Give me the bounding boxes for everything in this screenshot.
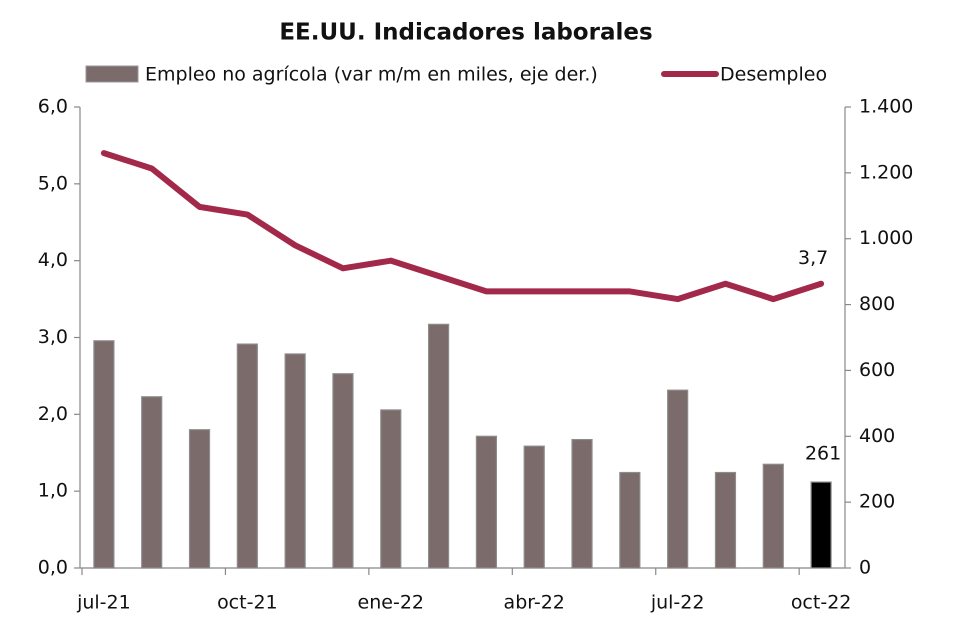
bar xyxy=(188,429,211,569)
legend-label: Desempleo xyxy=(720,64,827,86)
y-tick-label: 0,0 xyxy=(38,557,68,579)
data-label: 261 xyxy=(805,443,841,465)
y2-tick-label: 200 xyxy=(859,491,895,513)
chart-title: EE.UU. Indicadores laborales xyxy=(279,20,652,46)
bar xyxy=(284,353,306,569)
bar xyxy=(93,340,115,569)
x-tick-label: oct-22 xyxy=(791,592,852,614)
y2-tick-label: 400 xyxy=(859,425,895,447)
legend-label: Empleo no agrícola (var m/m en miles, ej… xyxy=(145,64,598,86)
y2-tick-label: 800 xyxy=(859,293,895,315)
y-tick-label: 2,0 xyxy=(38,403,68,425)
y-tick-label: 6,0 xyxy=(38,96,68,118)
x-tick-label: abr-22 xyxy=(504,592,565,614)
bar xyxy=(380,409,402,569)
bar xyxy=(332,373,354,569)
y2-tick-label: 1.000 xyxy=(859,227,913,249)
bar xyxy=(714,471,737,569)
bar xyxy=(667,389,689,569)
y2-tick-label: 1.400 xyxy=(859,96,913,118)
bar xyxy=(810,481,832,569)
bar xyxy=(619,471,641,569)
bar xyxy=(475,435,498,569)
y2-tick-label: 600 xyxy=(859,359,895,381)
y-tick-label: 5,0 xyxy=(38,172,68,194)
x-tick-label: jul-21 xyxy=(76,592,131,614)
y2-tick-label: 1.200 xyxy=(859,161,913,183)
line xyxy=(100,150,825,303)
y-tick-label: 1,0 xyxy=(38,480,68,502)
y-tick-label: 3,0 xyxy=(38,326,68,348)
bar xyxy=(571,438,593,569)
y2-tick-label: 0 xyxy=(859,557,871,579)
x-tick-label: ene-22 xyxy=(358,592,424,614)
bar xyxy=(762,463,784,569)
bar xyxy=(236,343,258,569)
bar xyxy=(523,445,545,569)
legend-swatch xyxy=(85,65,139,83)
y-tick-label: 4,0 xyxy=(38,249,68,271)
bar xyxy=(141,396,163,569)
bar xyxy=(427,323,450,569)
x-tick-label: jul-22 xyxy=(650,592,705,614)
x-tick-label: oct-21 xyxy=(217,592,278,614)
data-label: 3,7 xyxy=(798,247,828,269)
